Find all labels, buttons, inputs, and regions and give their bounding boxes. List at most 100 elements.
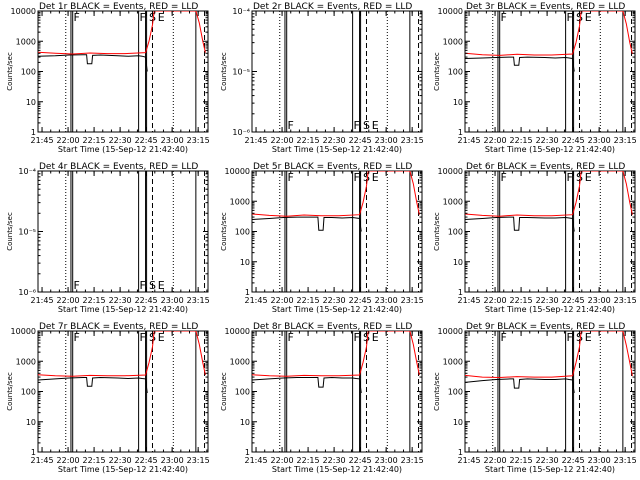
x-tick-label: 22:00 [271,456,294,465]
x-tick-label: 23:00 [588,136,611,145]
flag-label: S [149,11,156,24]
flag-label: F [74,279,80,292]
flag-label: E [585,171,592,184]
y-tick-label: 100 [448,68,463,77]
y-tick-label: 1 [458,128,463,137]
flag-label: F [74,331,80,344]
flag-label: E [158,331,165,344]
y-tick-label: 10000 [11,7,36,16]
y-tick-label: 1000 [230,197,250,206]
x-tick-label: 22:45 [562,456,585,465]
x-tick-label: 22:30 [109,136,132,145]
x-tick-label: 22:45 [349,296,372,305]
plot-frame [37,10,209,133]
x-tick-label: 21:45 [245,136,268,145]
plot-frame [37,330,209,453]
x-tick-label: 23:00 [161,296,184,305]
flag-label: E [158,279,165,292]
x-tick-label: 23:00 [588,296,611,305]
x-axis-label: Start Time (15-Sep-12 21:42:40) [485,465,615,474]
series-line-lld [465,11,633,56]
x-tick-label: 22:15 [83,296,106,305]
x-tick-label: 22:30 [536,296,559,305]
x-tick-label: 23:15 [401,296,424,305]
plot-frame [464,170,636,293]
x-tick-label: 21:45 [31,456,54,465]
x-tick-label: 22:30 [323,136,346,145]
x-tick-label: 23:00 [375,136,398,145]
panel-title: Det 2r BLACK = Events, RED = LLD [253,2,412,12]
y-tick-label: 10⁻⁴ [232,7,250,16]
panel-title: Det 1r BLACK = Events, RED = LLD [39,2,198,12]
y-tick-label: 10000 [225,167,250,176]
x-tick-label: 22:45 [135,136,158,145]
y-axis-label: Counts/sec [433,212,441,251]
x-tick-label: 23:00 [161,456,184,465]
y-tick-label: 10000 [438,7,463,16]
y-tick-label: 10⁻⁴ [18,167,36,176]
y-tick-label: 1000 [443,197,463,206]
flag-label: F [501,11,507,24]
flag-label: F [501,331,507,344]
x-tick-label: 21:45 [245,456,268,465]
flag-label: E [585,11,592,24]
x-tick-label: 23:15 [187,136,210,145]
flag-label: F [288,119,294,132]
x-axis-label: Start Time (15-Sep-12 21:42:40) [58,145,188,154]
y-tick-label: 10⁻⁵ [232,68,250,77]
x-tick-label: 22:00 [484,456,507,465]
series-line-lld [38,11,206,55]
y-tick-label: 100 [448,388,463,397]
panel-title: Det 9r BLACK = Events, RED = LLD [466,322,625,332]
x-tick-label: 22:15 [83,456,106,465]
flag-label: E [372,331,379,344]
y-axis-label: Counts/sec [6,372,14,411]
y-tick-label: 10⁻⁶ [232,128,250,137]
flag-label: E [585,331,592,344]
y-tick-label: 10 [240,418,250,427]
x-tick-label: 22:15 [297,296,320,305]
x-tick-label: 22:45 [562,296,585,305]
y-tick-label: 10000 [438,167,463,176]
flag-label: S [363,331,370,344]
x-tick-label: 22:15 [510,296,533,305]
y-tick-label: 10 [240,258,250,267]
y-axis-label: Counts/sec [433,372,441,411]
x-tick-label: 22:00 [57,456,80,465]
x-axis-label: Start Time (15-Sep-12 21:42:40) [485,305,615,314]
panel-title: Det 5r BLACK = Events, RED = LLD [253,162,412,172]
series-line-events [465,56,575,72]
flag-label: F [353,171,359,184]
y-tick-label: 1 [245,288,250,297]
x-tick-label: 22:00 [484,296,507,305]
y-tick-label: 10 [26,418,36,427]
flag-label: F [139,331,145,344]
panel-title: Det 7r BLACK = Events, RED = LLD [39,322,198,332]
y-tick-label: 1 [458,448,463,457]
series-line-events [252,216,362,232]
flag-label: S [363,119,370,132]
plot-frame [37,170,209,293]
y-tick-label: 100 [21,388,36,397]
y-tick-label: 10000 [438,327,463,336]
x-axis-label: Start Time (15-Sep-12 21:42:40) [272,465,402,474]
x-tick-label: 22:30 [536,136,559,145]
x-tick-label: 22:30 [109,456,132,465]
x-tick-label: 22:15 [297,136,320,145]
flag-label: F [139,279,145,292]
x-tick-label: 22:00 [484,136,507,145]
x-tick-label: 23:00 [375,296,398,305]
y-tick-label: 1000 [443,37,463,46]
x-tick-label: 22:00 [271,296,294,305]
panel-title: Det 8r BLACK = Events, RED = LLD [253,322,412,332]
x-tick-label: 22:15 [510,456,533,465]
x-axis-label: Start Time (15-Sep-12 21:42:40) [485,145,615,154]
y-tick-label: 10 [453,418,463,427]
flag-label: E [372,171,379,184]
flag-label: F [139,11,145,24]
